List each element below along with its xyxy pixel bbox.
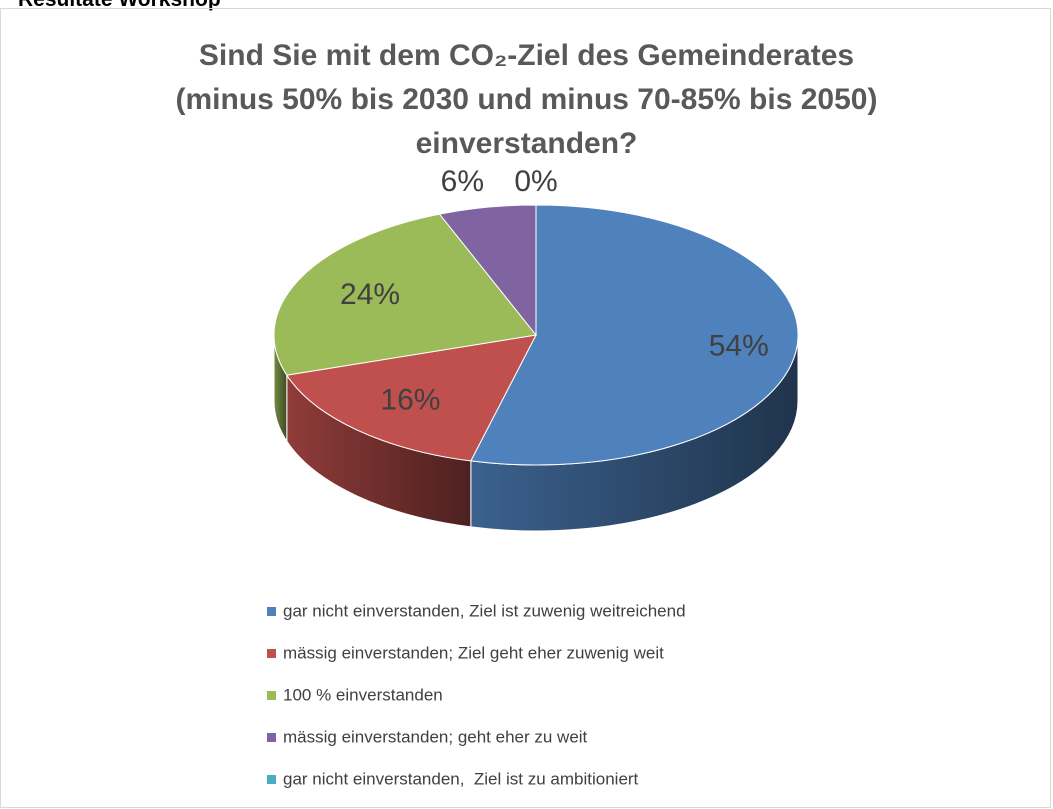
legend-label: mässig einverstanden; Ziel geht eher zuw… — [283, 643, 664, 662]
legend-swatch — [267, 607, 276, 616]
data-label: 54% — [709, 330, 769, 363]
data-label: 16% — [380, 383, 440, 416]
pie-slice — [285, 334, 537, 462]
data-label: 6% — [441, 165, 484, 198]
pie-slice — [470, 204, 799, 466]
chart-title: Sind Sie mit dem CO₂-Ziel des Gemeindera… — [175, 39, 878, 160]
legend-swatch — [267, 649, 276, 658]
pie-slice — [273, 213, 537, 376]
legend-swatch — [267, 775, 276, 784]
legend-label: 100 % einverstanden — [283, 685, 443, 704]
legend-label: gar nicht einverstanden, Ziel ist zuweni… — [283, 601, 686, 620]
legend-label: gar nicht einverstanden, Ziel ist zu amb… — [283, 769, 639, 788]
legend-swatch — [267, 691, 276, 700]
chart-frame — [0, 8, 1051, 808]
legend-swatch — [267, 733, 276, 742]
page-header: Resultate Workshop — [18, 0, 221, 12]
legend-label: mässig einverstanden; geht eher zu weit — [283, 727, 588, 746]
data-label: 24% — [340, 278, 400, 311]
data-label: 0% — [514, 165, 557, 198]
